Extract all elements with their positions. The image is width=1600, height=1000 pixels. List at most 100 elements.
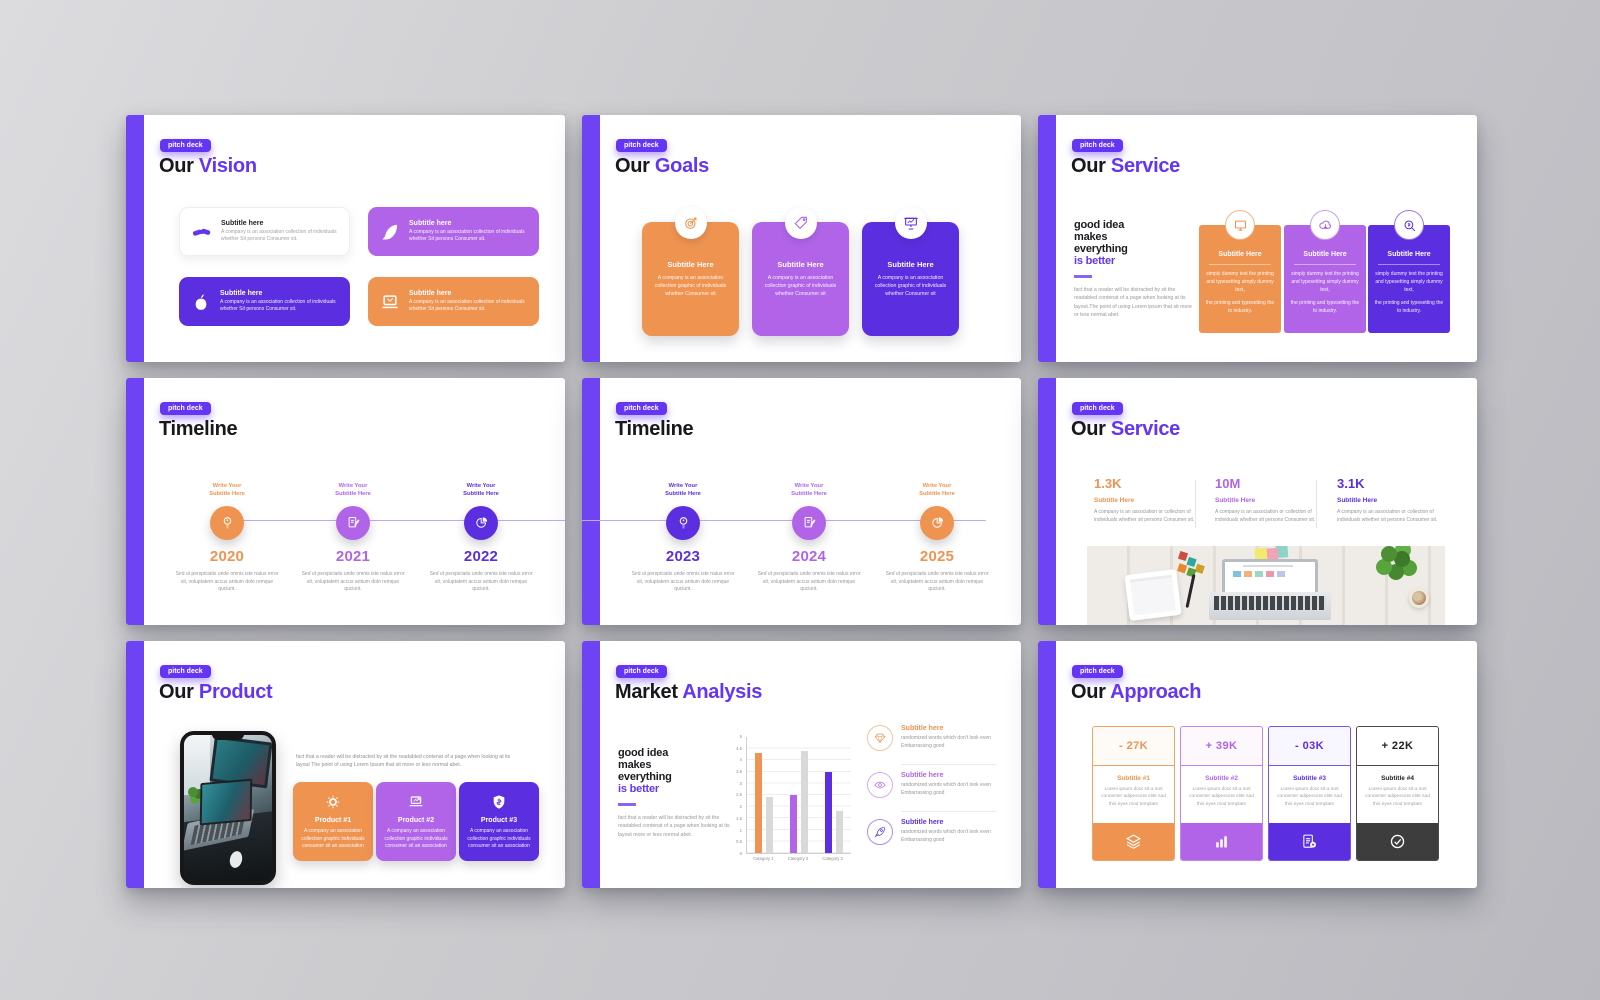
milestone-label: Write Your Subtitle Here bbox=[665, 483, 701, 498]
slide-title: Our Goals bbox=[615, 155, 709, 177]
card-subtitle: Subtitle #1 bbox=[1117, 775, 1150, 782]
accent-bar bbox=[582, 115, 600, 362]
stat-label: Subtitle Here bbox=[1094, 497, 1135, 504]
price-tag-icon bbox=[784, 207, 817, 239]
milestone-year: 2024 bbox=[791, 547, 827, 565]
card-body: Lorem ipsum door sit a met connecter adi… bbox=[1189, 787, 1254, 807]
milestone-label: Write Your Subtitle Here bbox=[791, 483, 827, 498]
bar-category2-primary bbox=[789, 795, 797, 853]
card-title: Subtitle Here bbox=[667, 260, 714, 269]
slide-our-service-stats[interactable]: pitch deck Our Service 1.3K Subtitle Her… bbox=[1038, 378, 1477, 625]
approach-card: - 27K Subtitle #1 Lorem ipsum door sit a… bbox=[1092, 726, 1175, 861]
slide-title: Market Analysis bbox=[615, 681, 763, 703]
goal-cards: Subtitle Here A company is an associatio… bbox=[642, 207, 962, 338]
desk-workspace-photo bbox=[1087, 546, 1445, 625]
pitch-deck-badge: pitch deck bbox=[160, 402, 211, 415]
slide-our-vision[interactable]: pitch deck Our Vision Subtitle here A co… bbox=[126, 115, 565, 362]
milestone-body: Sed ut perspiciatis unde omnis iste natu… bbox=[885, 570, 989, 593]
accent-bar bbox=[126, 641, 144, 888]
shield-dollar-icon bbox=[459, 794, 539, 810]
bar-category1-reference bbox=[766, 797, 774, 853]
slide-our-product[interactable]: pitch deck Our Product fact that a reade… bbox=[126, 641, 565, 888]
card-title: Subtitle here bbox=[221, 219, 264, 227]
pitch-deck-badge: pitch deck bbox=[1072, 665, 1123, 678]
market-item: Subtitle here randomized words which don… bbox=[867, 725, 1013, 751]
timeline-item: Write Your Subtitle Here 2024 Sed ut pers… bbox=[754, 482, 864, 594]
item-title: Subtitle here bbox=[901, 772, 944, 779]
slide-our-goals[interactable]: pitch deck Our Goals Subtitle Here A com… bbox=[582, 115, 1021, 362]
slide-our-service-cards[interactable]: pitch deck Our Service good idea makes e… bbox=[1038, 115, 1477, 362]
milestone-body: Sed ut perspiciatis unde omnis iste natu… bbox=[175, 570, 279, 593]
milestone-year: 2022 bbox=[463, 547, 499, 565]
pitch-deck-badge: pitch deck bbox=[616, 402, 667, 415]
card-subtitle: Subtitle #3 bbox=[1293, 775, 1326, 782]
slide-title: Our Vision bbox=[159, 155, 257, 177]
layers-icon bbox=[1093, 823, 1174, 860]
card-title: Product #3 bbox=[480, 817, 518, 824]
card-body: A company is an association collection g… bbox=[874, 275, 947, 298]
service-card: Subtitle Here simply dummy text the prin… bbox=[1368, 210, 1450, 333]
laptop-screen bbox=[1222, 559, 1318, 592]
report-plus-icon bbox=[1269, 823, 1350, 860]
divider bbox=[1074, 275, 1092, 278]
stat-body: A company is an association or collectio… bbox=[1094, 509, 1195, 523]
divider bbox=[1209, 264, 1271, 265]
plant bbox=[1381, 546, 1397, 562]
accent-bar bbox=[126, 378, 144, 625]
metric-value: + 22K bbox=[1357, 727, 1438, 766]
service-card: Subtitle Here simply dummy text the prin… bbox=[1284, 210, 1366, 333]
pitch-deck-badge: pitch deck bbox=[616, 665, 667, 678]
search-dollar-icon bbox=[1394, 210, 1424, 240]
card-body: Lorem ipsum door sit a met connecter adi… bbox=[1101, 787, 1166, 807]
divider bbox=[901, 811, 997, 812]
divider bbox=[1316, 480, 1317, 528]
card-title: Subtitle Here bbox=[1218, 251, 1262, 258]
metric-value: + 39K bbox=[1181, 727, 1262, 766]
card-title: Subtitle Here bbox=[777, 260, 824, 269]
slide-title: Our Service bbox=[1071, 155, 1180, 177]
metric-value: - 27K bbox=[1093, 727, 1174, 766]
slide-timeline-2[interactable]: pitch deck Timeline Write Your Subtitle H… bbox=[582, 378, 1021, 625]
goal-card: Subtitle Here A company is an associatio… bbox=[642, 207, 739, 336]
slide-market-analysis[interactable]: pitch deck Market Analysis good idea mak… bbox=[582, 641, 1021, 888]
card-body: the printing and typesetting the to indu… bbox=[1374, 300, 1444, 314]
vision-card: Subtitle here A company is an associatio… bbox=[179, 277, 350, 326]
vision-cards: Subtitle here A company is an associatio… bbox=[179, 207, 539, 326]
wooden-blocks bbox=[1177, 550, 1189, 562]
milestone-body: Sed ut perspiciatis unde omnis iste natu… bbox=[631, 570, 735, 593]
accent-bar bbox=[582, 641, 600, 888]
check-circle-icon bbox=[1357, 823, 1438, 860]
card-title: Product #1 bbox=[314, 817, 352, 824]
card-body: A company is an association collection g… bbox=[764, 275, 837, 298]
handshake-icon bbox=[192, 222, 212, 242]
accent-bar bbox=[1038, 115, 1056, 362]
timeline-line bbox=[582, 520, 986, 521]
card-title: Subtitle Here bbox=[1303, 251, 1347, 258]
product-card: Product #3 A company an association coll… bbox=[459, 782, 539, 861]
card-subtitle: Subtitle #2 bbox=[1205, 775, 1238, 782]
coffee-cup bbox=[1409, 588, 1429, 608]
presentation-chart-icon bbox=[894, 207, 927, 239]
product-card: Product #2 A company an association coll… bbox=[376, 782, 456, 861]
slide-our-approach[interactable]: pitch deck Our Approach - 27K Subtitle #… bbox=[1038, 641, 1477, 888]
apple-icon bbox=[191, 292, 211, 312]
card-body: Lorem ipsum door sit a met connecter adi… bbox=[1365, 787, 1430, 807]
bar-chart-icon bbox=[1181, 823, 1262, 860]
card-body: A company is an association collection o… bbox=[409, 228, 525, 243]
stat-label: Subtitle Here bbox=[1215, 497, 1256, 504]
card-title: Product #2 bbox=[397, 817, 435, 824]
card-body: A company an association collection grap… bbox=[384, 828, 448, 849]
milestone-year: 2025 bbox=[919, 547, 955, 565]
laptop bbox=[199, 778, 253, 826]
pitch-deck-badge: pitch deck bbox=[616, 139, 667, 152]
timeline-item: Write Your Subtitle Here 2022 Sed ut pers… bbox=[426, 482, 536, 594]
slide-timeline-1[interactable]: pitch deck Timeline Write Your Subtitle H… bbox=[126, 378, 565, 625]
feather-icon bbox=[380, 222, 400, 242]
vision-card: Subtitle here A company is an associatio… bbox=[368, 277, 539, 326]
card-body: A company an association collection grap… bbox=[467, 828, 531, 849]
x-axis-labels: Category 1 Category 2 Category 3 bbox=[753, 856, 843, 861]
pie-chart-icon bbox=[920, 505, 954, 540]
pitch-deck-badge: pitch deck bbox=[160, 665, 211, 678]
milestone-year: 2020 bbox=[209, 547, 245, 565]
intro-body: fact that a reader will be distracted by… bbox=[296, 754, 511, 769]
